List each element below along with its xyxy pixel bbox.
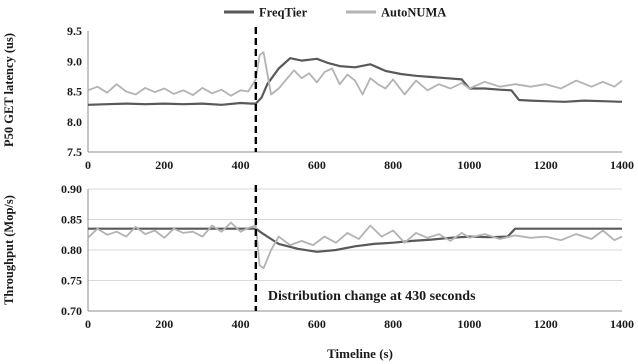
series-line-freqtier <box>87 57 623 106</box>
x-tick-label: 600 <box>308 158 326 172</box>
distribution-change-annotation: Distribution change at 430 seconds <box>268 289 476 304</box>
x-axis-label: Timeline (s) <box>327 346 393 361</box>
y-tick-label: 8.5 <box>67 85 82 99</box>
chart-legend: FreqTier AutoNUMA <box>224 6 446 20</box>
y-tick-label: 9.0 <box>67 54 82 68</box>
y-axis-label: P50 GET latency (us) <box>2 33 16 147</box>
x-tick-label: 1200 <box>534 317 558 331</box>
x-tick-label: 800 <box>384 317 402 331</box>
legend-label-autonuma: AutoNUMA <box>381 6 446 20</box>
y-axis-label: Throughput (Mop/s) <box>2 195 16 305</box>
x-tick-label: 800 <box>384 158 402 172</box>
x-tick-label: 600 <box>308 317 326 331</box>
x-tick-label: 1000 <box>457 317 481 331</box>
legend-label-freqtier: FreqTier <box>259 6 308 20</box>
series-line-autonuma <box>87 51 623 97</box>
y-tick-label: 7.5 <box>67 145 82 159</box>
x-tick-label: 400 <box>232 158 250 172</box>
y-tick-label: 0.90 <box>61 182 82 196</box>
x-tick-label: 400 <box>232 317 250 331</box>
x-tick-label: 0 <box>85 317 91 331</box>
y-tick-label: 0.85 <box>61 213 82 227</box>
y-tick-label: 0.75 <box>61 274 82 288</box>
series-line-freqtier <box>88 227 622 253</box>
x-tick-label: 1400 <box>610 317 634 331</box>
y-tick-label: 0.80 <box>61 243 82 257</box>
x-tick-label: 200 <box>155 317 173 331</box>
x-tick-label: 1200 <box>534 158 558 172</box>
y-tick-label: 8.0 <box>67 115 82 129</box>
y-tick-label: 9.5 <box>67 24 82 38</box>
x-tick-label: 200 <box>155 158 173 172</box>
x-tick-label: 0 <box>85 158 91 172</box>
latency-panel: 7.5 8.0 8.5 9.0 9.5 0 200 400 600 800 1000 1200 1400… <box>2 24 634 172</box>
x-tick-label: 1400 <box>610 158 634 172</box>
throughput-panel: 0.70 0.75 0.80 0.85 0.90 0 200 400 600 800 1000 120… <box>2 182 634 361</box>
series-line-autonuma <box>87 221 623 270</box>
x-tick-label: 1000 <box>457 158 481 172</box>
y-tick-label: 0.70 <box>61 304 82 318</box>
